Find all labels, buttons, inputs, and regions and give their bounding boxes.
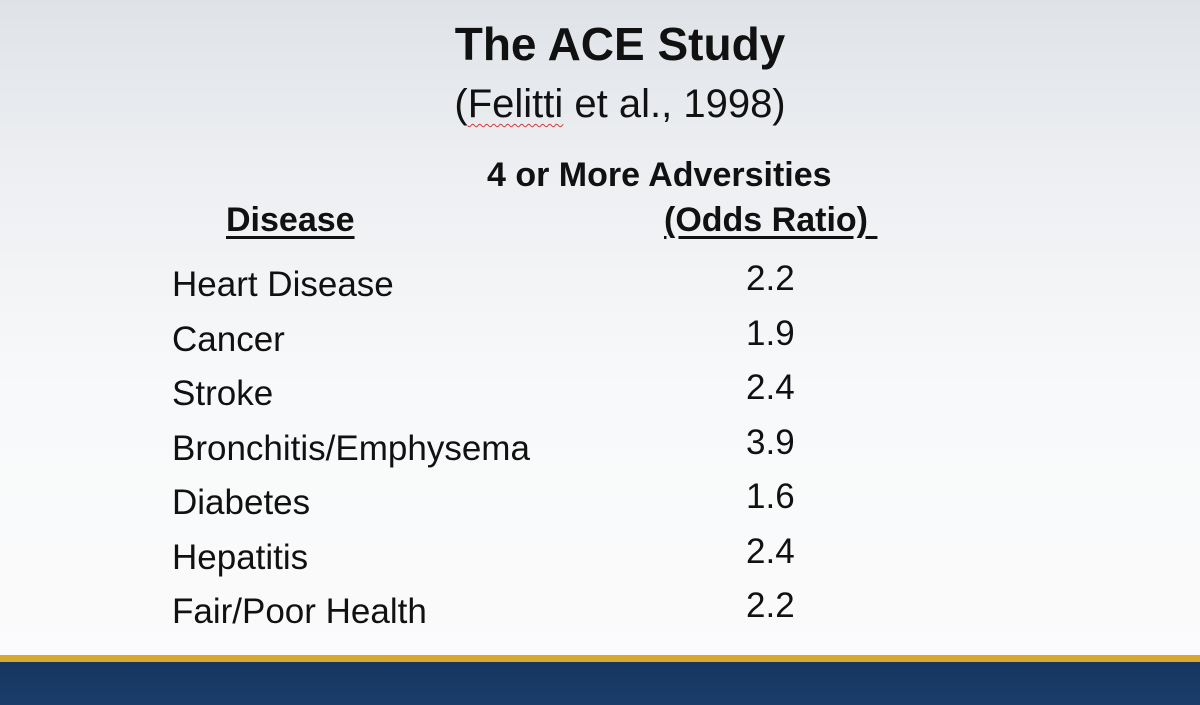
odds-ratio-value: 2.4 [746,368,795,407]
group-header: 4 or More Adversities [487,156,832,194]
odds-ratio-value: 2.4 [746,531,795,571]
disease-name: Diabetes [172,483,311,522]
table-row: Fair/Poor Health 2.2 [172,586,872,645]
odds-ratio-value: 2.2 [746,586,795,625]
spellcheck-word[interactable]: Felitti [467,82,564,126]
table-row: Heart Disease 2.2 [172,259,872,318]
footer-gold-stripe [0,655,1200,662]
footer-navy-bar [0,662,1200,705]
disease-name: Stroke [172,374,274,413]
table-row: Diabetes 1.6 [172,477,872,536]
disease-column-header: Disease [226,201,355,239]
slide-title: The ACE Study [454,18,786,70]
odds-ratio-value: 3.9 [746,422,795,462]
table-row: Cancer 1.9 [172,314,872,373]
disease-name: Bronchitis/Emphysema [172,428,530,468]
disease-name: Cancer [172,319,285,359]
table-row: Stroke 2.4 [172,368,872,427]
disease-name: Heart Disease [172,265,394,304]
subtitle-rest: et al., 1998) [563,82,786,126]
slide-subtitle: (Felitti et al., 1998) [0,78,1200,130]
disease-name: Fair/Poor Health [172,592,427,631]
subtitle-open-paren: ( [454,82,468,126]
odds-ratio-column-header: (Odds Ratio) [664,201,878,239]
odds-ratio-value: 2.2 [746,259,795,298]
disease-table: Heart Disease 2.2 Cancer 1.9 Stroke 2.4 … [172,259,872,645]
odds-ratio-value: 1.6 [746,477,795,516]
table-row: Hepatitis 2.4 [172,532,872,591]
odds-ratio-value: 1.9 [746,313,795,353]
disease-name: Hepatitis [172,537,309,577]
table-row: Bronchitis/Emphysema 3.9 [172,423,872,482]
